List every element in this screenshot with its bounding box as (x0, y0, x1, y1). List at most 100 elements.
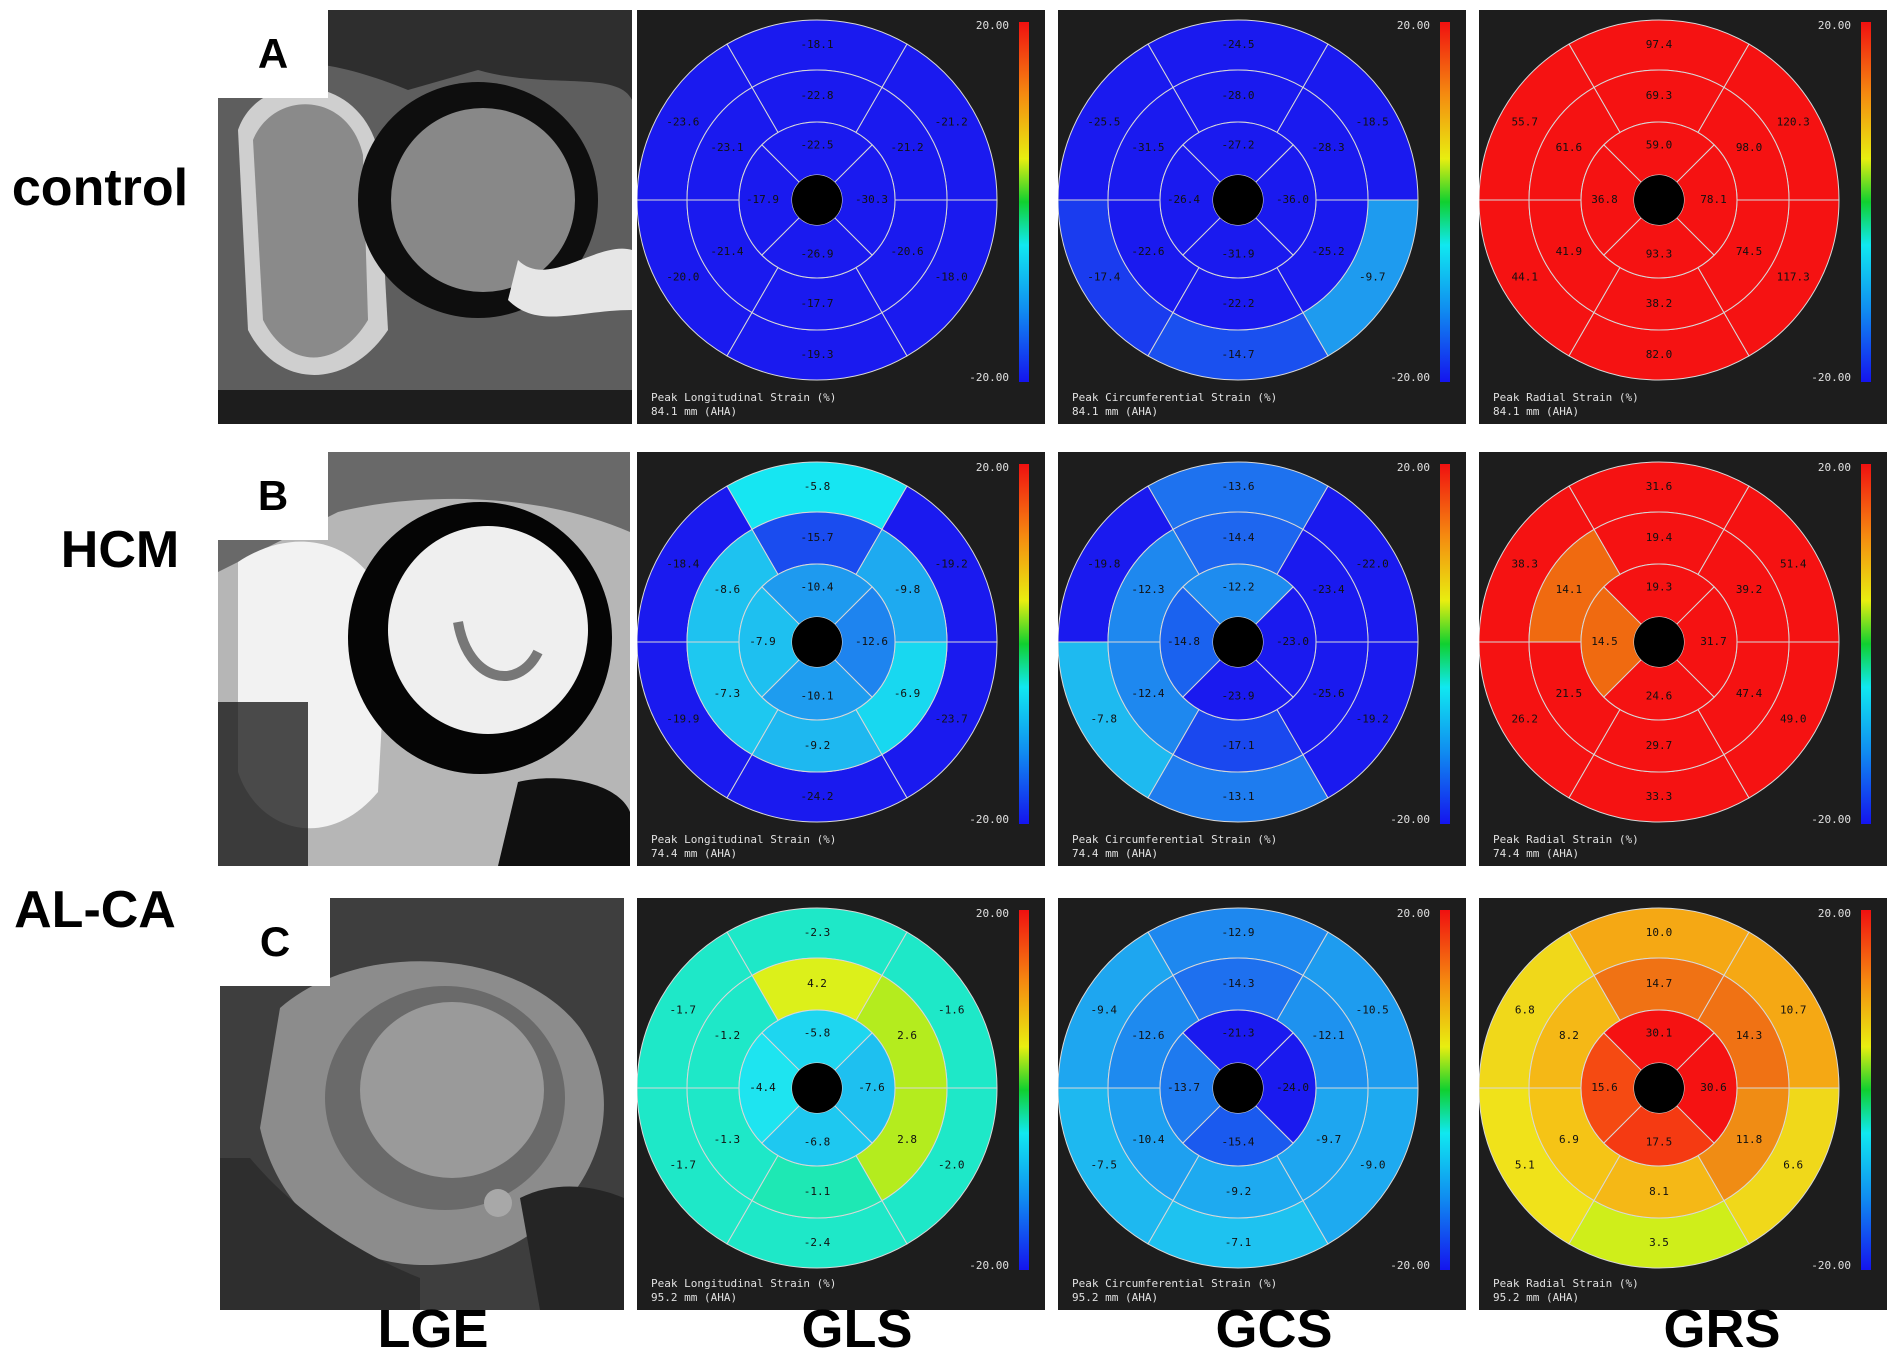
mid-value-4: 38.2 (1646, 297, 1673, 310)
bullseye-svg: -12.9 -9.4 -7.5 -7.1 -9.0 -10.5 -14.3 -12.6 -10.… (1058, 907, 1450, 1304)
colorbar-min-label: -20.00 (1390, 371, 1430, 384)
mid-value-1: -15.7 (800, 531, 833, 544)
colorbar-max-label: 20.00 (1818, 19, 1851, 32)
basal-value-6: -19.2 (935, 558, 968, 571)
apical-value-2: -13.7 (1167, 1081, 1200, 1094)
basal-value-6: 51.4 (1780, 558, 1807, 571)
mid-value-2: -8.6 (714, 583, 741, 596)
bullseye-svg: 97.4 55.7 44.1 82.0 117.3 120.3 69.3 61.6 41.9 38… (1479, 19, 1871, 418)
apical-value-4: 31.7 (1700, 635, 1727, 648)
mid-value-3: -10.4 (1131, 1133, 1164, 1146)
colorbar (1861, 910, 1871, 1270)
bullseye-gls-row-3: -2.3 -1.7 -1.7 -2.4 -2.0 -1.6 4.2 -1.2 -1.3 -1.1 2… (637, 898, 1045, 1310)
apex-hole (792, 1063, 842, 1113)
basal-value-2: 38.3 (1512, 558, 1539, 571)
slice-footer: 74.4 mm (AHA) (1493, 847, 1579, 860)
basal-value-3: 5.1 (1515, 1159, 1535, 1172)
basal-value-1: 31.6 (1646, 480, 1673, 493)
mid-value-1: -14.4 (1221, 531, 1254, 544)
mid-value-1: 14.7 (1646, 977, 1673, 990)
mid-value-4: 29.7 (1646, 739, 1673, 752)
bullseye-svg: -13.6 -19.8 -7.8 -13.1 -19.2 -22.0 -14.4 -12.3 -… (1058, 461, 1450, 860)
bullseye-svg: -18.1 -23.6 -20.0 -19.3 -18.0 -21.2 -22.8 -23.1… (637, 19, 1029, 418)
column-label-gcs: GCS (1215, 1299, 1333, 1359)
basal-value-5: -9.7 (1359, 271, 1386, 284)
apical-value-2: -17.9 (746, 193, 779, 206)
apical-value-1: 19.3 (1646, 581, 1673, 594)
basal-value-1: -2.3 (804, 926, 831, 939)
mid-value-3: 6.9 (1559, 1133, 1579, 1146)
colorbar-max-label: 20.00 (1397, 461, 1430, 474)
mid-value-1: 4.2 (807, 977, 827, 990)
column-label-lge: LGE (377, 1299, 489, 1359)
bullseye-svg: -5.8 -18.4 -19.9 -24.2 -23.7 -19.2 -15.7 -8.6 -7… (637, 461, 1029, 860)
panel-letter-a: A (218, 10, 328, 98)
slice-footer: 74.4 mm (AHA) (651, 847, 737, 860)
basal-value-6: -10.5 (1356, 1004, 1389, 1017)
lge-image-hcm: B (218, 452, 630, 866)
apical-value-1: 59.0 (1646, 139, 1673, 152)
colorbar-min-label: -20.00 (969, 371, 1009, 384)
bullseye-svg: 31.6 38.3 26.2 33.3 49.0 51.4 19.4 14.1 21.5 29.7… (1479, 461, 1871, 860)
basal-value-2: -23.6 (666, 116, 699, 129)
apex-hole (1634, 175, 1684, 225)
colorbar-min-label: -20.00 (969, 1259, 1009, 1272)
apex-hole (1634, 1063, 1684, 1113)
strain-title: Peak Longitudinal Strain (%) (651, 833, 836, 846)
basal-value-4: -13.1 (1221, 790, 1254, 803)
panel-letter-b: B (218, 452, 328, 540)
mid-value-2: -31.5 (1131, 141, 1164, 154)
colorbar (1861, 22, 1871, 382)
basal-value-6: 10.7 (1780, 1004, 1807, 1017)
apical-value-3: -15.4 (1221, 1136, 1254, 1149)
bullseye-grs-row-2: 31.6 38.3 26.2 33.3 49.0 51.4 19.4 14.1 21.5 29.7… (1479, 452, 1887, 866)
apical-value-2: -4.4 (749, 1081, 776, 1094)
apical-value-2: 14.5 (1591, 635, 1618, 648)
bullseye-gls-row-1: -18.1 -23.6 -20.0 -19.3 -18.0 -21.2 -22.8 -23.1… (637, 10, 1045, 424)
colorbar-min-label: -20.00 (1811, 371, 1851, 384)
apical-value-3: -6.8 (804, 1136, 831, 1149)
basal-value-3: -1.7 (670, 1159, 697, 1172)
bullseye-gcs-row-3: -12.9 -9.4 -7.5 -7.1 -9.0 -10.5 -14.3 -12.6 -10.… (1058, 898, 1466, 1310)
mid-value-1: 19.4 (1646, 531, 1673, 544)
basal-value-4: -24.2 (800, 790, 833, 803)
basal-value-3: -17.4 (1087, 271, 1120, 284)
mid-value-3: 41.9 (1556, 245, 1583, 258)
strain-title: Peak Circumferential Strain (%) (1072, 391, 1277, 404)
mid-value-2: 61.6 (1556, 141, 1583, 154)
mid-value-5: -25.2 (1312, 245, 1345, 258)
basal-value-5: -9.0 (1359, 1159, 1386, 1172)
basal-value-1: -24.5 (1221, 38, 1254, 51)
apical-value-3: -23.9 (1221, 690, 1254, 703)
apical-value-3: 24.6 (1646, 690, 1673, 703)
bullseye-svg: -2.3 -1.7 -1.7 -2.4 -2.0 -1.6 4.2 -1.2 -1.3 -1.1 2… (637, 907, 1029, 1304)
mid-value-6: 14.3 (1736, 1029, 1763, 1042)
mid-value-3: -12.4 (1131, 687, 1164, 700)
apical-value-3: -10.1 (800, 690, 833, 703)
strain-title: Peak Longitudinal Strain (%) (651, 1277, 836, 1290)
apex-hole (792, 617, 842, 667)
mid-value-4: -9.2 (804, 739, 831, 752)
basal-value-3: -20.0 (666, 271, 699, 284)
basal-value-4: 33.3 (1646, 790, 1673, 803)
mid-value-6: 39.2 (1736, 583, 1763, 596)
apical-value-4: -23.0 (1276, 635, 1309, 648)
apical-value-1: -22.5 (800, 139, 833, 152)
strain-title: Peak Longitudinal Strain (%) (651, 391, 836, 404)
column-label-gls: GLS (801, 1299, 913, 1359)
mid-value-4: -17.1 (1221, 739, 1254, 752)
basal-value-6: -21.2 (935, 116, 968, 129)
apical-value-4: 78.1 (1700, 193, 1727, 206)
colorbar (1861, 464, 1871, 824)
lge-image-al-ca: C (220, 898, 624, 1310)
apical-value-1: -21.3 (1221, 1027, 1254, 1040)
basal-value-5: -23.7 (935, 713, 968, 726)
apical-value-2: -7.9 (749, 635, 776, 648)
basal-value-4: -7.1 (1225, 1236, 1252, 1249)
basal-value-1: 10.0 (1646, 926, 1673, 939)
basal-value-2: -19.8 (1087, 558, 1120, 571)
basal-value-5: 6.6 (1783, 1159, 1803, 1172)
mid-value-4: -9.2 (1225, 1185, 1252, 1198)
mid-value-1: -28.0 (1221, 89, 1254, 102)
mid-value-3: -7.3 (714, 687, 741, 700)
